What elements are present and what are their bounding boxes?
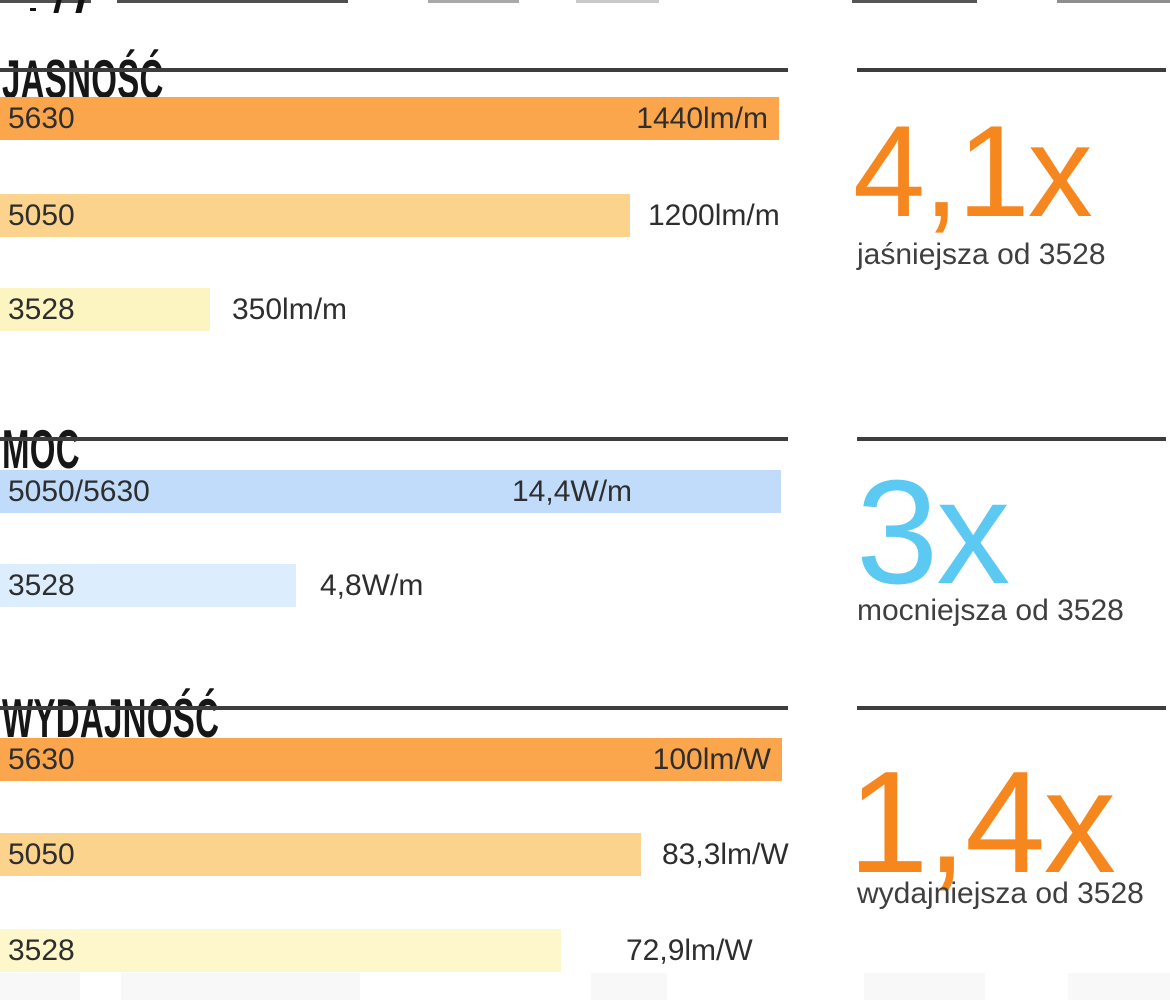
- top-edge-mark: [30, 8, 36, 11]
- divider-line: [0, 706, 788, 710]
- bar-jasnosc-3528: 3528: [0, 288, 210, 331]
- section-title-wydajnosc: WYDAJNOŚĆ: [2, 686, 220, 749]
- highlight-caption-moc: mocniejsza od 3528: [857, 594, 1124, 627]
- bar-value: 1200lm/m: [648, 199, 780, 232]
- bar-value: 4,8W/m: [320, 569, 424, 602]
- bar-value: 100lm/W: [652, 743, 771, 776]
- divider-line: [857, 68, 1166, 72]
- bar-jasnosc-5630: 5630 1440lm/m: [0, 97, 779, 140]
- bar-label: 5630: [8, 102, 75, 135]
- divider-line: [0, 437, 788, 441]
- bar-moc-5050-5630: 5050/5630: [0, 470, 781, 513]
- top-edge-fragment: [0, 0, 91, 3]
- top-edge-fragment: [1057, 0, 1170, 3]
- bar-wydajnosc-5630: 5630 100lm/W: [0, 738, 782, 781]
- bar-label: 3528: [8, 934, 75, 967]
- bar-value: 350lm/m: [232, 293, 348, 326]
- bar-label: 5630: [8, 743, 75, 776]
- top-edge-fragment: [576, 0, 659, 3]
- divider-line: [857, 437, 1166, 441]
- top-edge-fragment: [428, 0, 519, 3]
- divider-line: [857, 706, 1166, 710]
- top-edge-fragment: [117, 0, 348, 3]
- section-title-jasnosc: JASNOŚĆ: [2, 47, 164, 110]
- bottom-edge-fragment: [591, 973, 667, 1000]
- highlight-ratio-wydajnosc: 1,4x: [848, 741, 1116, 903]
- bottom-edge-fragment: [0, 973, 80, 1000]
- bar-wydajnosc-3528: 3528: [0, 929, 561, 972]
- highlight-ratio-moc: 3x: [856, 450, 1010, 615]
- divider-line: [0, 68, 788, 72]
- highlight-caption-wydajnosc: wydajniejsza od 3528: [857, 877, 1144, 910]
- section-title-moc: MOC: [2, 417, 80, 480]
- bar-label: 3528: [8, 293, 75, 326]
- highlight-ratio-jasnosc: 4,1x: [853, 98, 1093, 244]
- bar-label: 5050: [8, 838, 75, 871]
- bar-label: 3528: [8, 569, 75, 602]
- bottom-edge-fragment: [864, 973, 985, 1000]
- bar-jasnosc-5050: 5050: [0, 194, 630, 237]
- top-edge-fragment: [852, 0, 977, 3]
- bar-wydajnosc-5050: 5050: [0, 833, 641, 876]
- bar-value: 1440lm/m: [636, 102, 768, 135]
- bottom-edge-fragment: [121, 973, 360, 1000]
- bar-value: 83,3lm/W: [662, 838, 789, 871]
- highlight-caption-jasnosc: jaśniejsza od 3528: [857, 238, 1106, 271]
- bar-label: 5050: [8, 199, 75, 232]
- bottom-edge-fragment: [1068, 973, 1170, 1000]
- bar-moc-3528: 3528: [0, 564, 296, 607]
- bar-value: 72,9lm/W: [626, 934, 753, 967]
- bar-label: 5050/5630: [8, 475, 150, 508]
- bar-value: 14,4W/m: [512, 475, 633, 508]
